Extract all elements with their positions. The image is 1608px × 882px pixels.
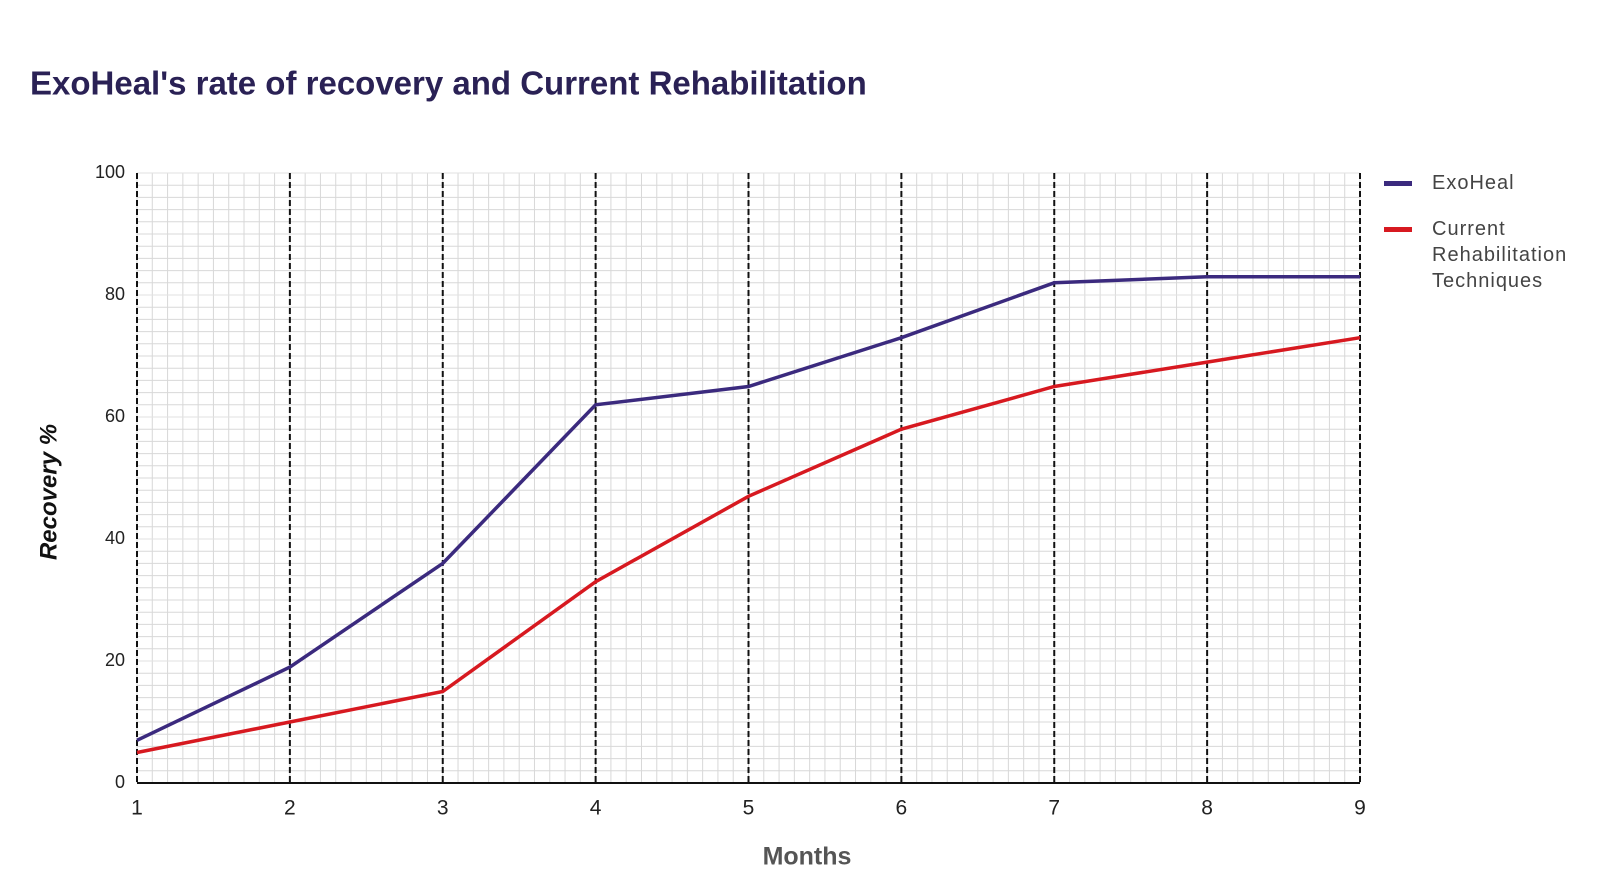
- y-axis-label: Recovery %: [35, 424, 62, 560]
- y-tick-label: 100: [95, 162, 125, 182]
- y-tick-label: 80: [105, 284, 125, 304]
- x-tick-label: 5: [743, 797, 755, 820]
- y-tick-label: 20: [105, 650, 125, 670]
- x-tick-label: 3: [437, 797, 449, 820]
- legend-item: Current Rehabilitation Techniques: [1384, 216, 1594, 294]
- legend-label: Current Rehabilitation Techniques: [1432, 218, 1568, 292]
- x-tick-label: 6: [896, 797, 908, 820]
- legend-swatch: [1384, 181, 1412, 186]
- series-line: [136, 335, 1361, 755]
- x-tick-label: 1: [131, 797, 143, 820]
- x-tick-label: 8: [1201, 797, 1213, 820]
- x-tick-label: 9: [1354, 797, 1366, 820]
- x-axis-label: Months: [763, 843, 852, 871]
- y-tick-label: 40: [105, 528, 125, 548]
- y-tick-label: 0: [115, 772, 125, 792]
- x-tick-label: 7: [1048, 797, 1060, 820]
- legend-item: ExoHeal: [1384, 170, 1594, 196]
- legend-label: ExoHeal: [1432, 172, 1515, 194]
- legend: ExoHeal Current Rehabilitation Techniques: [1384, 170, 1594, 314]
- y-tick-label: 60: [105, 406, 125, 426]
- chart-title: ExoHeal's rate of recovery and Current R…: [30, 65, 867, 102]
- x-tick-label: 4: [590, 797, 602, 820]
- series-line: [136, 274, 1360, 742]
- x-tick-label: 2: [284, 797, 296, 820]
- legend-swatch: [1384, 227, 1412, 232]
